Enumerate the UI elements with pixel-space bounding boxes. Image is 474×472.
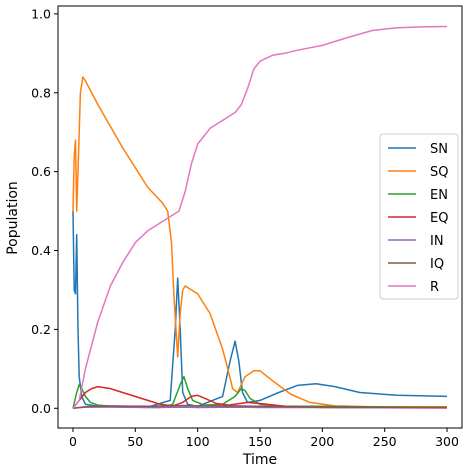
series-line-iq <box>72 404 448 410</box>
x-tick-label: 300 <box>435 434 459 449</box>
legend-label-en: EN <box>430 188 448 203</box>
series-line-sn <box>72 211 448 408</box>
plot-lines <box>72 25 448 410</box>
x-axis-ticks: 0 50 100 150 200 250 300 <box>69 428 459 449</box>
legend-label-in: IN <box>430 234 444 249</box>
y-axis-label: Population <box>5 181 21 255</box>
legend: SN SQ EN EQ IN IQ R <box>379 133 459 300</box>
x-tick-label: 250 <box>373 434 397 449</box>
series-line-sq <box>72 76 447 408</box>
x-tick-label: 50 <box>127 434 143 449</box>
y-tick-label: 0.6 <box>31 164 51 179</box>
x-axis-label: Time <box>242 452 277 468</box>
series-line-eq <box>72 385 448 409</box>
y-tick-label: 0.4 <box>31 243 51 258</box>
x-tick-label: 0 <box>69 434 77 449</box>
y-tick-label: 0.2 <box>31 322 51 337</box>
y-tick-label: 1.0 <box>31 6 51 21</box>
legend-label-eq: EQ <box>430 211 448 226</box>
series-line-r <box>72 25 448 409</box>
legend-label-sq: SQ <box>430 165 448 180</box>
y-tick-label: 0.0 <box>31 401 51 416</box>
y-axis-ticks: 0.0 0.2 0.4 0.6 0.8 1.0 <box>31 6 58 416</box>
x-tick-label: 200 <box>310 434 334 449</box>
x-tick-label: 100 <box>186 434 210 449</box>
legend-box <box>379 133 459 300</box>
y-tick-label: 0.8 <box>31 85 51 100</box>
legend-label-sn: SN <box>430 142 448 157</box>
series-line-in <box>72 406 448 410</box>
legend-label-r: R <box>430 280 439 295</box>
x-tick-label: 150 <box>248 434 272 449</box>
legend-label-iq: IQ <box>430 257 444 272</box>
